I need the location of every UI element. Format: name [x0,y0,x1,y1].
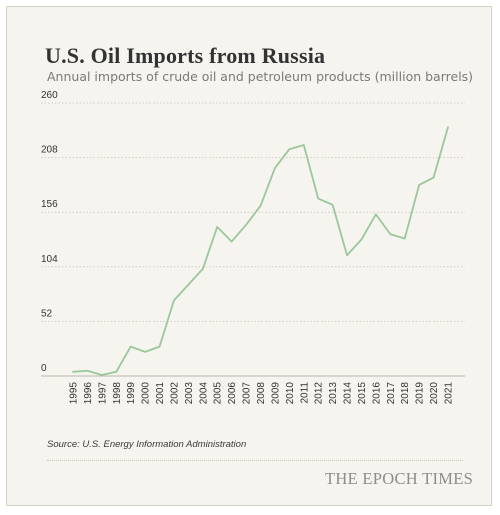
x-tick-label: 2011 [299,382,310,404]
x-tick-label: 2015 [357,382,368,405]
chart-card: U.S. Oil Imports from Russia Annual impo… [6,6,492,506]
x-tick-label: 2002 [169,382,180,405]
x-tick-label: 2012 [314,382,325,405]
y-tick-label: 0 [41,363,47,374]
x-tick-label: 1999 [126,382,137,405]
y-tick-label: 156 [41,199,58,210]
x-tick-label: 2003 [184,382,195,405]
x-tick-label: 2016 [371,382,382,405]
y-tick-label: 104 [41,254,58,265]
x-tick-label: 2021 [444,382,455,405]
x-tick-label: 2018 [400,382,411,405]
x-tick-label: 2009 [270,382,281,405]
x-tick-label: 2019 [415,382,426,405]
publisher-logo: THE EPOCH TIMES [325,469,474,488]
y-tick-label: 52 [41,308,53,319]
x-tick-label: 2006 [227,382,238,405]
x-tick-label: 2000 [141,382,152,405]
x-tick-label: 1998 [112,382,123,405]
x-tick-label: 2004 [198,382,209,405]
chart-title: U.S. Oil Imports from Russia [45,43,326,68]
y-tick-label: 208 [41,145,58,156]
x-tick-label: 2008 [256,382,267,405]
x-tick-label: 2010 [285,382,296,405]
x-tick-label: 2001 [155,382,166,405]
x-tick-label: 2013 [328,382,339,405]
source-note: Source: U.S. Energy Information Administ… [47,439,247,450]
x-tick-label: 2014 [343,382,354,405]
x-tick-label: 1996 [83,382,94,405]
footer-divider [47,460,463,461]
y-tick-label: 260 [41,90,58,101]
x-tick-label: 2020 [429,382,440,405]
x-tick-label: 2017 [386,382,397,405]
x-tick-label: 1997 [97,382,108,405]
x-tick-label: 2005 [213,382,224,405]
x-tick-label: 2007 [242,382,253,405]
x-tick-label: 1995 [69,382,80,405]
chart-subtitle: Annual imports of crude oil and petroleu… [47,69,474,84]
series-line [72,126,449,376]
